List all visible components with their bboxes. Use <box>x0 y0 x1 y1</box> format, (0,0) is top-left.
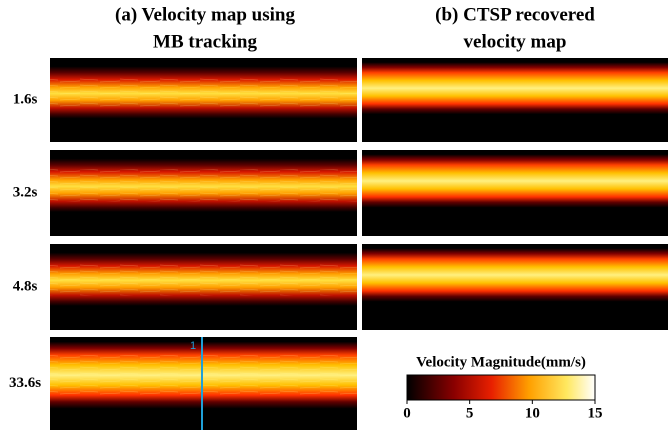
column-title: (b) CTSP recovered <box>435 4 595 25</box>
column-title: MB tracking <box>153 31 257 52</box>
ctsp-vessel <box>362 248 668 302</box>
colorbar <box>406 374 596 401</box>
mb-streaks <box>50 169 357 202</box>
mb-streaks <box>50 355 357 396</box>
colorbar-tick-label: 5 <box>466 405 474 421</box>
colorbar-tick-label: 10 <box>525 405 540 421</box>
row-label: 4.8s <box>13 278 38 294</box>
row-label: 33.6s <box>9 375 41 391</box>
colorbar-tick-label: 15 <box>588 405 603 421</box>
ctsp-vessel <box>362 154 668 208</box>
row-label: 1.6s <box>13 91 38 107</box>
colorbar-tick-label: 0 <box>403 405 411 421</box>
column-title: (a) Velocity map using <box>115 4 295 25</box>
ctsp-vessel <box>362 62 668 115</box>
colorbar-label: Velocity Magnitude(mm/s) <box>416 354 586 370</box>
mb-streaks <box>50 263 357 296</box>
panels <box>50 58 668 430</box>
profile-label: 1 <box>190 340 196 352</box>
column-title: velocity map <box>464 31 567 52</box>
mb-streaks <box>50 76 357 109</box>
row-label: 3.2s <box>13 184 38 200</box>
